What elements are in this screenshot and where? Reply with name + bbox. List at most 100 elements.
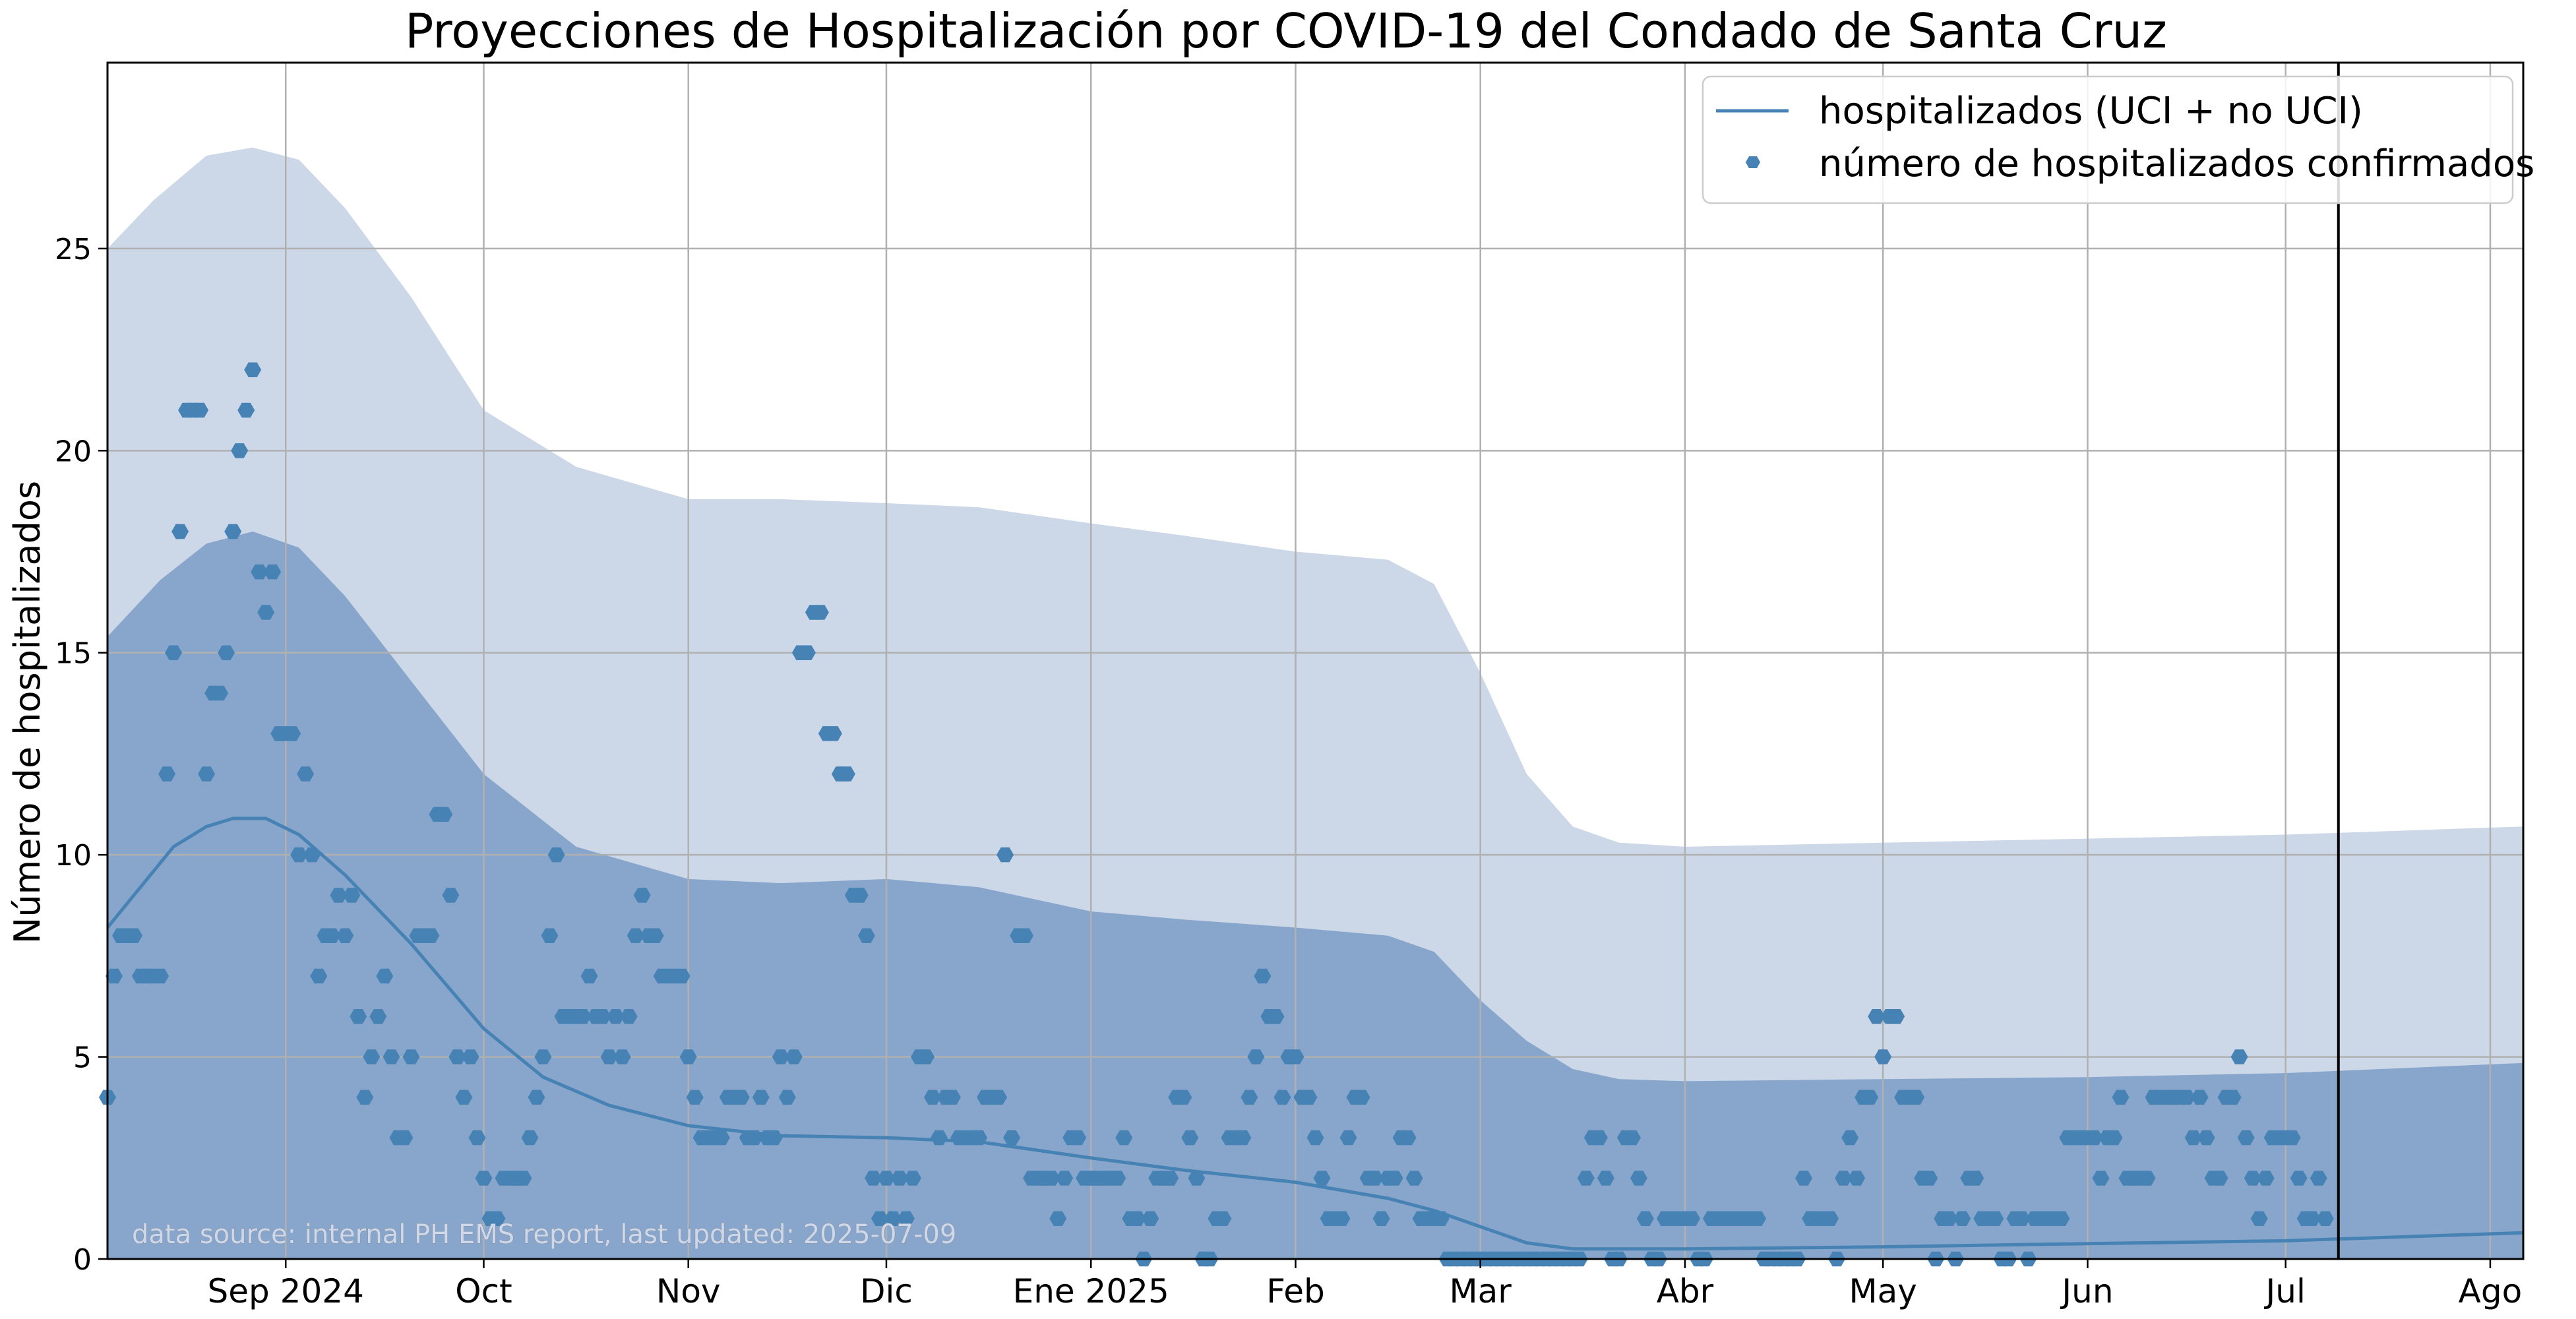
data-point — [924, 1089, 941, 1105]
data-point — [165, 645, 183, 660]
data-point — [1267, 1009, 1285, 1024]
data-point — [1953, 1211, 1971, 1226]
data-point — [290, 847, 308, 863]
data-point — [171, 524, 189, 539]
data-point — [917, 1049, 935, 1064]
data-point — [1835, 1171, 1853, 1186]
data-point — [1577, 1171, 1595, 1186]
plot-area — [99, 63, 2524, 1267]
data-point — [237, 402, 255, 418]
data-point — [2092, 1171, 2110, 1186]
data-point — [1188, 1171, 1206, 1186]
data-point — [1841, 1130, 1859, 1146]
legend: hospitalizados (UCI + no UCI) número de … — [1702, 75, 2534, 204]
data-point — [323, 928, 341, 943]
data-point — [851, 888, 869, 903]
data-point — [534, 1049, 552, 1064]
data-point — [2184, 1130, 2202, 1146]
data-point — [1920, 1171, 1938, 1186]
data-point — [383, 1049, 400, 1064]
data-point — [594, 1009, 611, 1024]
y-tick-label: 5 — [73, 1041, 92, 1075]
data-point — [2211, 1171, 2228, 1186]
data-point — [1287, 1049, 1304, 1064]
legend-label-points: número de hospitalizados confirmados — [1819, 142, 2534, 185]
data-point — [369, 1009, 387, 1024]
data-point — [2316, 1211, 2334, 1226]
data-point — [1043, 1171, 1060, 1186]
data-point — [475, 1171, 493, 1186]
data-point — [931, 1130, 948, 1146]
data-point — [1115, 1130, 1133, 1146]
data-point — [2085, 1130, 2103, 1146]
data-point — [1940, 1211, 1958, 1226]
data-point — [125, 928, 142, 943]
data-point — [1683, 1211, 1700, 1226]
data-point — [1339, 1130, 1357, 1146]
data-point — [772, 1049, 789, 1064]
data-point — [1986, 1211, 2004, 1226]
data-point — [712, 1130, 730, 1146]
data-point — [442, 888, 460, 903]
x-tick-label: Ago — [2459, 1272, 2523, 1310]
x-tick-label: Jul — [2264, 1272, 2306, 1310]
data-point — [2290, 1171, 2308, 1186]
data-point — [1822, 1211, 1839, 1226]
x-tick-label: Abr — [1657, 1272, 1714, 1310]
data-point — [1306, 1130, 1324, 1146]
data-point — [1795, 1171, 1813, 1186]
data-point — [1161, 1171, 1179, 1186]
y-tick-label: 20 — [55, 435, 92, 468]
data-point — [944, 1089, 961, 1105]
data-point — [1069, 1130, 1087, 1146]
legend-box — [1702, 75, 2514, 204]
data-point — [838, 766, 855, 782]
data-point — [422, 928, 440, 943]
data-point — [1214, 1211, 1232, 1226]
data-point — [521, 1130, 539, 1146]
data-point — [1003, 1130, 1021, 1146]
data-point — [264, 564, 282, 580]
y-tick-label: 15 — [55, 637, 92, 671]
data-point — [1623, 1130, 1641, 1146]
y-axis-label: Número de hospitalizados — [7, 481, 48, 944]
data-point — [970, 1130, 988, 1146]
data-point — [2178, 1089, 2195, 1105]
data-point — [1254, 968, 1272, 984]
data-point — [1432, 1211, 1450, 1226]
data-point — [488, 1211, 506, 1226]
data-point — [686, 1089, 704, 1105]
data-point — [2244, 1171, 2261, 1186]
data-point — [218, 645, 235, 660]
x-tick-label: Dic — [860, 1272, 913, 1310]
data-point — [884, 1211, 902, 1226]
data-point — [158, 766, 176, 782]
data-point — [1848, 1171, 1866, 1186]
data-point — [2303, 1211, 2321, 1226]
plot-frame — [106, 61, 2525, 1260]
data-point — [1300, 1089, 1318, 1105]
data-point — [679, 1049, 697, 1064]
x-tick-label: Ene 2025 — [1013, 1272, 1169, 1310]
x-tick-label: May — [1849, 1272, 1917, 1310]
data-point — [1234, 1130, 1252, 1146]
data-point — [2197, 1130, 2215, 1146]
data-point — [402, 1049, 420, 1064]
legend-label-line: hospitalizados (UCI + no UCI) — [1819, 90, 2363, 133]
data-point — [752, 1089, 770, 1105]
data-point — [2138, 1171, 2156, 1186]
data-point — [1333, 1211, 1351, 1226]
data-point — [435, 807, 453, 822]
data-point — [1597, 1171, 1614, 1186]
data-point — [1386, 1171, 1403, 1186]
data-point — [350, 1009, 367, 1024]
data-point — [1372, 1211, 1390, 1226]
data-point — [251, 564, 268, 580]
data-point — [898, 1211, 915, 1226]
data-point — [1175, 1089, 1192, 1105]
data-point — [2310, 1171, 2327, 1186]
data-point — [904, 1171, 921, 1186]
data-point — [765, 1130, 783, 1146]
data-point — [1247, 1049, 1265, 1064]
data-point — [106, 968, 123, 984]
